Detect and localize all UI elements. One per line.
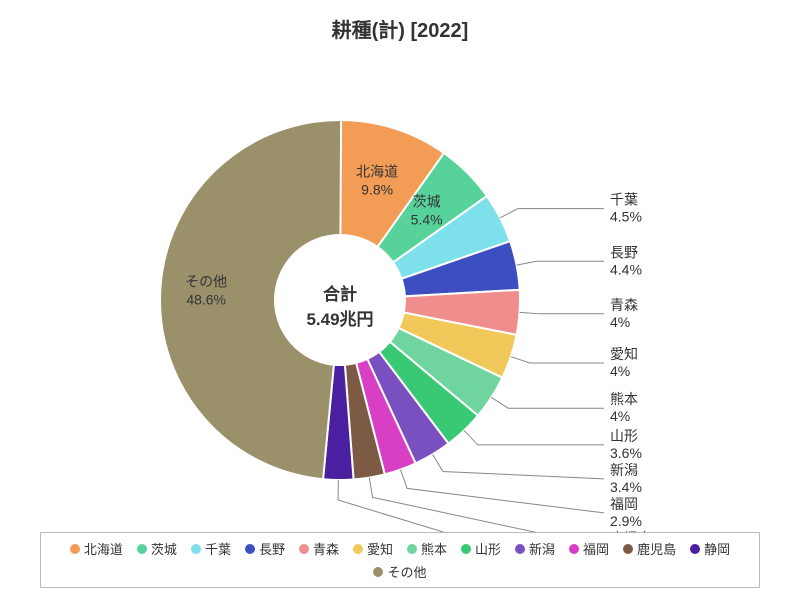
leader-line bbox=[433, 454, 604, 479]
leader-line bbox=[520, 312, 604, 313]
slice-label: 愛知 bbox=[610, 346, 638, 362]
slice-label: その他 bbox=[185, 273, 227, 289]
legend-swatch bbox=[137, 544, 147, 554]
legend-swatch bbox=[373, 567, 383, 577]
legend-label: 千葉 bbox=[205, 539, 231, 558]
legend-swatch bbox=[569, 544, 579, 554]
slice-label: 熊本 bbox=[610, 391, 638, 407]
center-total: 合計 5.49兆円 bbox=[280, 280, 400, 330]
legend-label: 青森 bbox=[313, 539, 339, 558]
legend-label: 新潟 bbox=[529, 539, 555, 558]
legend-swatch bbox=[70, 544, 80, 554]
leader-line bbox=[400, 470, 604, 513]
slice-pct: 4.5% bbox=[610, 209, 642, 225]
legend-item: 山形 bbox=[461, 539, 501, 558]
slice-pct: 3.4% bbox=[610, 479, 642, 495]
legend-item: 熊本 bbox=[407, 539, 447, 558]
legend-label: 愛知 bbox=[367, 539, 393, 558]
legend-item: 長野 bbox=[245, 539, 285, 558]
legend-item: その他 bbox=[373, 562, 426, 581]
legend-swatch bbox=[690, 544, 700, 554]
legend-swatch bbox=[623, 544, 633, 554]
legend-label: 鹿児島 bbox=[637, 539, 676, 558]
slice-label: 長野 bbox=[610, 244, 638, 260]
legend-item: 青森 bbox=[299, 539, 339, 558]
legend-swatch bbox=[461, 544, 471, 554]
leader-line bbox=[517, 261, 604, 265]
legend-item: 鹿児島 bbox=[623, 539, 676, 558]
center-total-label: 合計 bbox=[280, 280, 400, 305]
slice-label: 山形 bbox=[610, 428, 638, 444]
slice-label: 福岡 bbox=[610, 496, 638, 512]
slice-label: 青森 bbox=[610, 297, 638, 313]
slice-pct: 4% bbox=[610, 363, 630, 379]
slice-pct: 5.4% bbox=[411, 211, 443, 227]
legend-label: 静岡 bbox=[704, 539, 730, 558]
legend-label: その他 bbox=[387, 562, 426, 581]
legend-item: 茨城 bbox=[137, 539, 177, 558]
leader-line bbox=[500, 209, 604, 218]
legend-item: 北海道 bbox=[70, 539, 123, 558]
slice-label: 新潟 bbox=[610, 462, 638, 478]
legend-label: 茨城 bbox=[151, 539, 177, 558]
legend: 北海道 茨城 千葉 長野 青森 愛知 熊本 山形 新潟 福岡 鹿児島 静岡その他 bbox=[40, 532, 760, 588]
legend-swatch bbox=[407, 544, 417, 554]
legend-swatch bbox=[245, 544, 255, 554]
legend-label: 長野 bbox=[259, 539, 285, 558]
legend-label: 熊本 bbox=[421, 539, 447, 558]
legend-item: 千葉 bbox=[191, 539, 231, 558]
legend-label: 山形 bbox=[475, 539, 501, 558]
slice-pct: 3.6% bbox=[610, 445, 642, 461]
leader-line bbox=[464, 430, 604, 444]
leader-line bbox=[491, 397, 604, 408]
leader-line bbox=[511, 357, 604, 363]
legend-swatch bbox=[299, 544, 309, 554]
legend-item: 新潟 bbox=[515, 539, 555, 558]
slice-pct: 4% bbox=[610, 408, 630, 424]
slice-pct: 2.9% bbox=[610, 513, 642, 529]
center-total-value: 5.49兆円 bbox=[280, 305, 400, 330]
legend-item: 愛知 bbox=[353, 539, 393, 558]
legend-swatch bbox=[191, 544, 201, 554]
slice-pct: 4% bbox=[610, 314, 630, 330]
legend-label: 福岡 bbox=[583, 539, 609, 558]
legend-item: 静岡 bbox=[690, 539, 730, 558]
pie-chart-svg: 北海道9.8%茨城5.4%その他48.6%千葉4.5%長野4.4%青森4%愛知4… bbox=[0, 0, 800, 560]
slice-label: 千葉 bbox=[610, 192, 638, 208]
slice-label: 北海道 bbox=[356, 163, 398, 179]
slice-label: 茨城 bbox=[413, 193, 441, 209]
legend-swatch bbox=[515, 544, 525, 554]
legend-swatch bbox=[353, 544, 363, 554]
legend-item: 福岡 bbox=[569, 539, 609, 558]
slice-pct: 9.8% bbox=[361, 181, 393, 197]
slice-pct: 4.4% bbox=[610, 261, 642, 277]
slice-pct: 48.6% bbox=[186, 291, 226, 307]
legend-label: 北海道 bbox=[84, 539, 123, 558]
